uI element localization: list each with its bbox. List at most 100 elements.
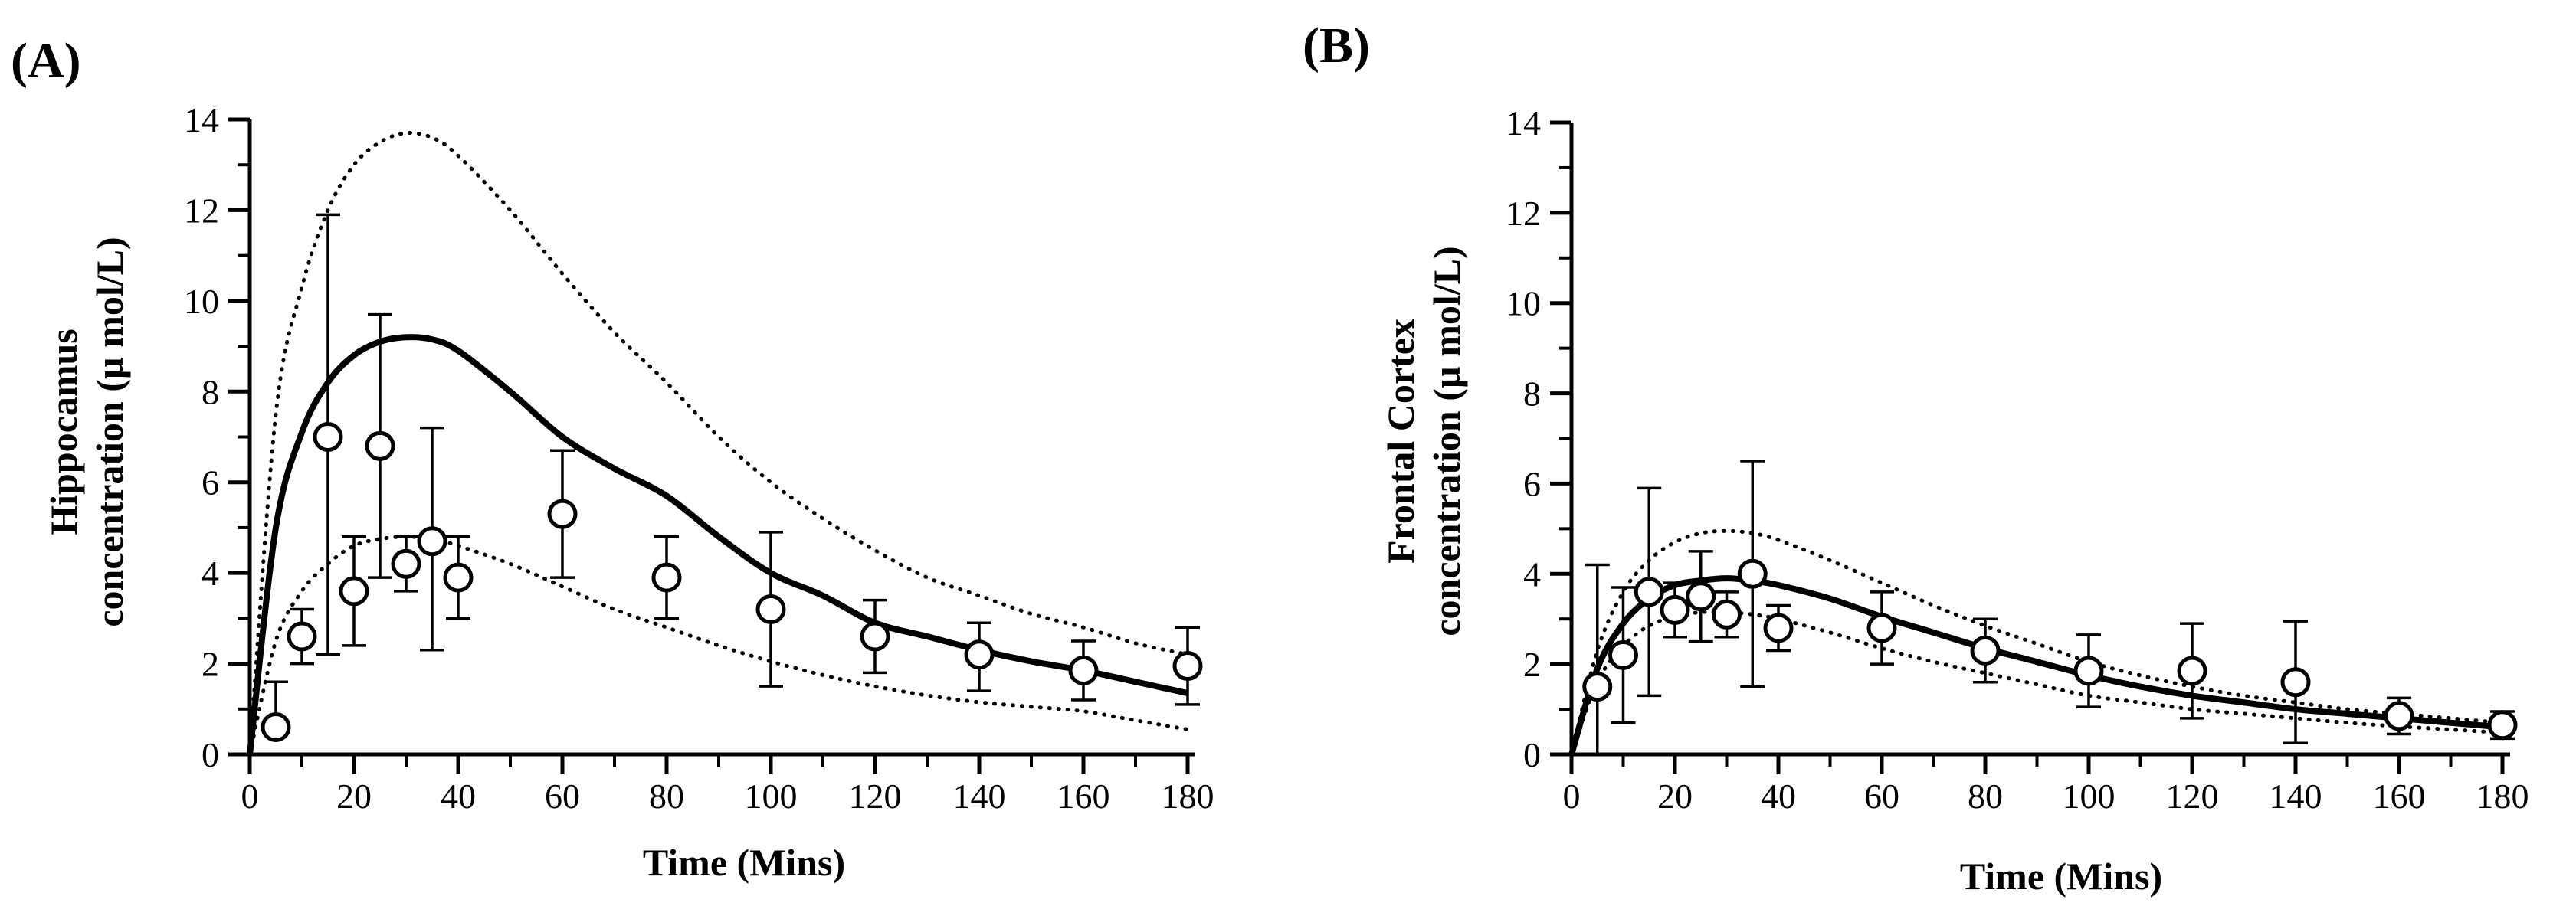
observed-point	[365, 312, 395, 579]
observed-point	[261, 680, 291, 742]
data-marker	[651, 562, 682, 593]
observed-point	[1608, 586, 1638, 724]
observed-point	[1866, 590, 1897, 666]
panel-a-chart: (A) Hippocamus concentration (µ mol/L) T…	[11, 33, 1214, 884]
y-axis-title-line-2: concentration (µ mol/L)	[88, 237, 131, 626]
data-marker	[2177, 656, 2207, 686]
data-marker	[2487, 710, 2518, 741]
observed-point	[964, 621, 995, 692]
panel-b-chart: (B) Frontal Cortex concentration (µ mol/…	[1303, 18, 2529, 898]
x-tick-label: 60	[545, 777, 580, 816]
y-tick-label: 14	[1506, 103, 1541, 142]
y-tick-label: 0	[202, 735, 219, 774]
y-tick-label: 0	[1523, 735, 1541, 774]
y-tick-label: 10	[1506, 284, 1541, 323]
observed-point	[2384, 696, 2414, 736]
series-line-lower-prediction	[1569, 610, 2505, 757]
y-tick-label: 6	[202, 463, 219, 502]
x-tick-label: 40	[441, 777, 476, 816]
series-line-upper-prediction	[1569, 528, 2505, 757]
x-tick-label: 100	[2063, 777, 2116, 816]
y-tick-label: 14	[184, 100, 219, 139]
x-tick-label: 80	[1968, 777, 2003, 816]
panel-label-a: (A)	[11, 33, 81, 89]
data-marker	[2280, 667, 2311, 698]
observed-point	[287, 607, 317, 666]
observed-point	[2177, 622, 2207, 720]
x-tick-label: 0	[241, 777, 259, 816]
data-marker	[1686, 581, 1716, 612]
data-marker	[1712, 599, 1742, 630]
y-tick-label: 8	[1523, 375, 1541, 414]
y-axis-title-b: Frontal Cortex concentration (µ mol/L)	[1379, 246, 1468, 636]
observed-point	[2073, 633, 2104, 708]
data-marker	[417, 526, 447, 557]
series-line-upper-prediction	[247, 131, 1190, 757]
data-marker	[2384, 701, 2414, 731]
observed-point	[339, 535, 369, 647]
x-tick-label: 120	[2166, 777, 2219, 816]
series-line-lower-prediction	[247, 535, 1190, 757]
observed-point	[443, 535, 474, 620]
observed-point	[1970, 617, 2001, 684]
observed-point	[1763, 603, 1794, 653]
observed-point	[651, 535, 682, 620]
y-axis-title-line-2: concentration (µ mol/L)	[1425, 246, 1468, 636]
observed-point	[1660, 581, 1690, 639]
data-marker	[287, 621, 317, 652]
data-marker	[365, 430, 395, 461]
observed-point	[2487, 710, 2518, 741]
observed-point	[313, 213, 343, 656]
x-tick-label: 160	[1057, 777, 1110, 816]
x-tick-label: 180	[1162, 777, 1214, 816]
y-tick-label: 10	[184, 282, 219, 321]
data-marker	[860, 621, 890, 652]
observed-point	[1634, 486, 1664, 698]
observed-point	[1068, 639, 1099, 702]
data-marker	[443, 562, 474, 593]
y-tick-label: 12	[1506, 194, 1541, 233]
observed-point	[1686, 550, 1716, 643]
x-tick-label: 120	[849, 777, 902, 816]
y-tick-label: 6	[1523, 464, 1541, 503]
data-marker	[547, 499, 578, 529]
panel-label-b: (B)	[1303, 18, 1370, 74]
x-tick-label: 20	[1657, 777, 1693, 816]
x-tick-label: 140	[2270, 777, 2322, 816]
data-marker	[1763, 613, 1794, 643]
series-line-median-prediction	[247, 334, 1188, 755]
data-marker	[391, 548, 421, 579]
y-tick-label: 2	[1523, 645, 1541, 684]
x-axis-title-a: Time (Mins)	[643, 841, 845, 884]
observed-point	[547, 449, 578, 579]
observed-point	[417, 426, 447, 652]
y-tick-label: 12	[184, 191, 219, 230]
x-tick-label: 80	[649, 777, 684, 816]
x-axis-title-b: Time (Mins)	[1960, 855, 2162, 898]
x-tick-label: 40	[1761, 777, 1796, 816]
data-marker	[1660, 594, 1690, 625]
y-tick-label: 2	[202, 645, 219, 684]
data-marker	[1608, 639, 1638, 670]
y-axis-title-a: Hippocamus concentration (µ mol/L)	[42, 237, 131, 626]
observed-point	[1172, 626, 1203, 706]
observed-point	[391, 535, 421, 593]
data-marker	[1068, 655, 1099, 685]
data-marker	[339, 576, 369, 607]
observed-point	[755, 531, 786, 688]
data-marker	[1866, 613, 1897, 643]
observed-point	[860, 598, 890, 675]
x-tick-label: 0	[1563, 777, 1581, 816]
observed-point	[2280, 620, 2311, 745]
observed-point	[1582, 563, 1613, 756]
data-marker	[964, 639, 995, 670]
x-tick-label: 180	[2476, 777, 2529, 816]
y-axis-title-line-1: Hippocamus	[42, 329, 85, 535]
x-tick-label: 20	[336, 777, 372, 816]
y-tick-label: 4	[202, 554, 219, 593]
y-tick-label: 4	[1523, 554, 1541, 594]
data-marker	[755, 594, 786, 625]
y-axis-title-line-1: Frontal Cortex	[1379, 319, 1422, 564]
data-marker	[313, 422, 343, 452]
